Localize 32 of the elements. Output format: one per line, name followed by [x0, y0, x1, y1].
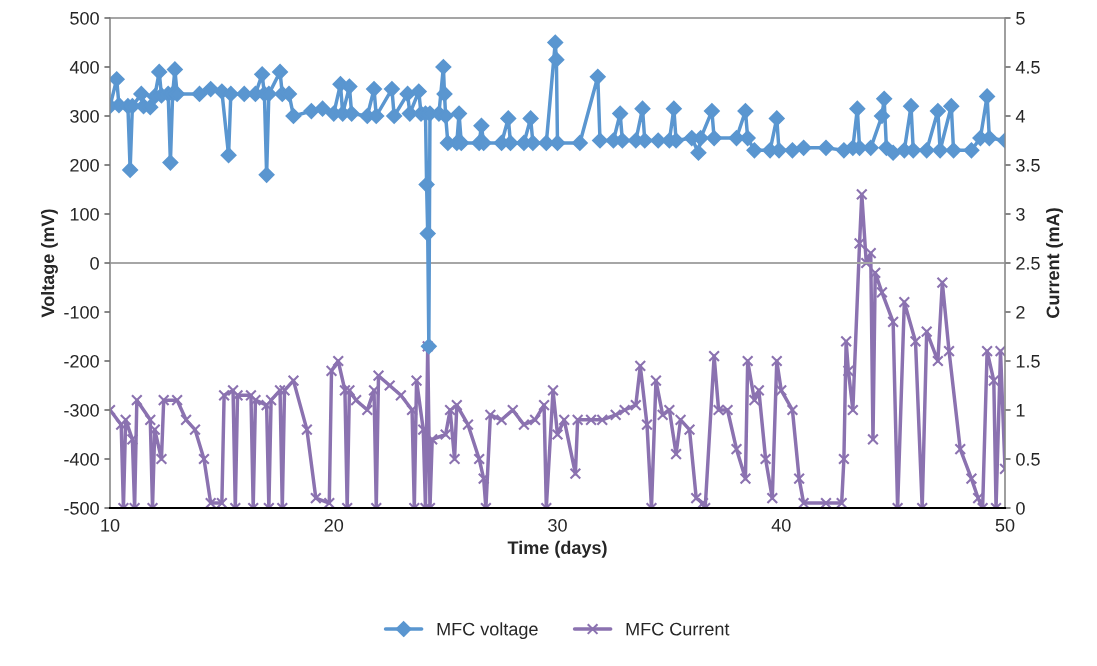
y2-tick-label: 4	[1015, 110, 1025, 123]
x-tick-label: 30	[548, 518, 567, 532]
x-tick-label: 20	[324, 518, 344, 532]
y-tick-label: -300	[64, 403, 99, 417]
x-tick-label: 40	[771, 518, 791, 532]
y2-axis-title: Current (mA)	[1046, 208, 1063, 318]
y2-tick-label: 4.5	[1015, 61, 1040, 74]
y-tick-label: -100	[64, 305, 99, 319]
y-axis-title: Voltage (mV)	[40, 209, 58, 318]
y2-tick-label: 0	[1016, 501, 1025, 515]
y-tick-label: 0	[90, 256, 99, 270]
y-tick-label: -500	[64, 501, 99, 515]
y-tick-label: -400	[64, 452, 99, 466]
y-tick-label: 100	[70, 207, 99, 221]
y-tick-label: -200	[64, 354, 99, 368]
legend-label: MFC voltage	[437, 622, 538, 640]
y2-tick-label: 1.5	[1016, 355, 1040, 368]
y-tick-label: 200	[70, 158, 99, 172]
y-tick-label: 400	[69, 60, 99, 74]
y2-tick-label: 1	[1016, 404, 1025, 417]
y2-tick-label: 5	[1016, 12, 1025, 25]
x-axis-title: Time (days)	[507, 540, 607, 558]
legend-label: MFC Current	[626, 622, 730, 636]
y2-tick-label: 2.5	[1016, 256, 1040, 270]
y2-tick-label: 0.5	[1016, 452, 1040, 466]
y-tick-label: 500	[70, 11, 99, 25]
y2-tick-label: 3	[1016, 207, 1025, 221]
x-tick-label: 50	[995, 518, 1015, 532]
y2-tick-label: 2	[1016, 305, 1025, 319]
y2-tick-label: 3.5	[1016, 158, 1040, 172]
x-tick-label: 10	[101, 518, 120, 532]
y-tick-label: 300	[70, 109, 99, 123]
